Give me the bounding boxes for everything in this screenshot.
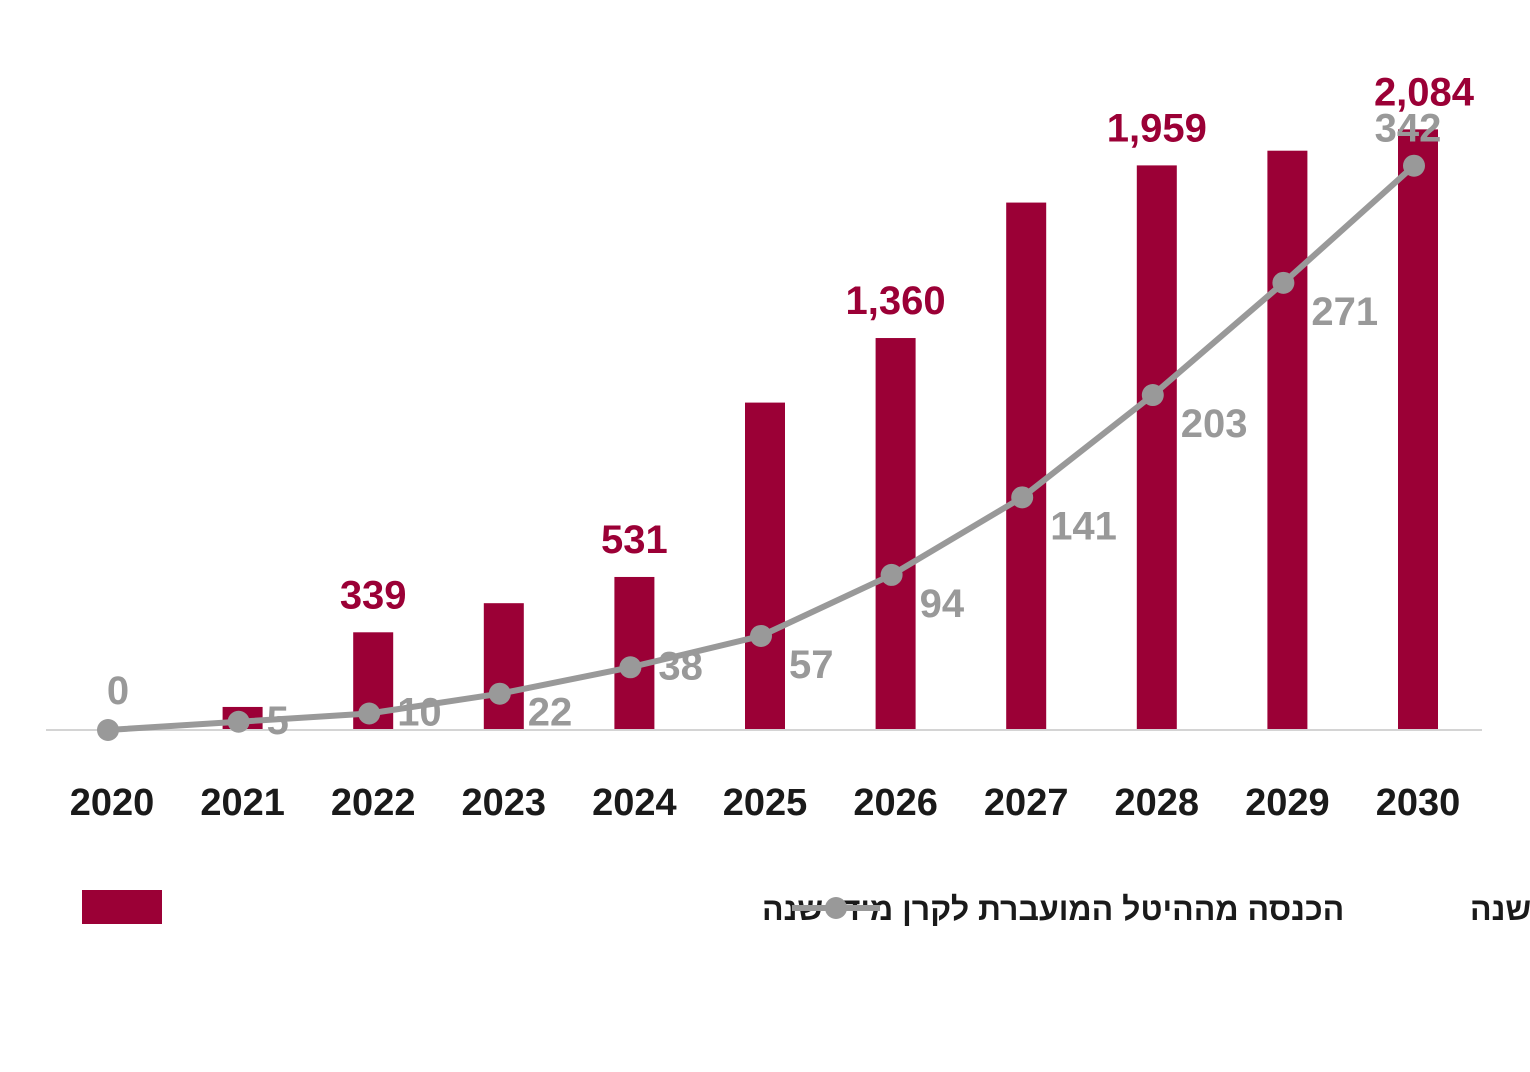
x-tick-labels: 2020 2021 2022 2023 2024 2025 2026 2027 2028 2029… (70, 782, 1461, 824)
bar-2023 (483, 603, 524, 730)
line-point-2020 (97, 719, 119, 741)
bar-2027 (1006, 202, 1047, 730)
x-tick-2020: 2020 (70, 782, 155, 824)
x-tick-2030: 2030 (1376, 782, 1461, 824)
bar-value-label-2026: 1,360 (846, 279, 946, 323)
bars-layer (222, 129, 1438, 731)
bar-2029 (1267, 150, 1308, 731)
line-value-label-2026: 94 (920, 582, 965, 626)
line-point-2027 (1011, 486, 1034, 509)
line-value-label-2027: 141 (1050, 504, 1117, 548)
line-point-2029 (1272, 271, 1295, 294)
legend-bar-swatch (82, 890, 162, 924)
line-value-label-2023: 22 (528, 691, 573, 735)
bar-2028 (1136, 165, 1177, 730)
legend-line-label: סכום המועבר לתקציב המדינה מידי שנה (1470, 891, 1530, 927)
bar-2026 (875, 338, 916, 730)
bar-value-label-2022: 339 (340, 573, 407, 617)
line-value-label-2030: 342 (1375, 107, 1442, 151)
line-point-2026 (880, 563, 903, 586)
x-tick-2028: 2028 (1115, 782, 1200, 824)
x-tick-2025: 2025 (723, 782, 808, 824)
x-tick-2023: 2023 (462, 782, 547, 824)
line-value-label-2020: 0 (107, 669, 129, 713)
x-tick-2024: 2024 (592, 782, 677, 824)
line-layer (97, 154, 1425, 741)
bar-value-label-2030: 2,084 (1374, 70, 1475, 114)
line-value-label-2025: 57 (789, 643, 834, 687)
line-point-2024 (619, 656, 642, 679)
line-value-label-2024: 38 (658, 644, 703, 688)
line-point-2030 (1403, 154, 1425, 177)
x-tick-2027: 2027 (984, 782, 1069, 824)
x-tick-2029: 2029 (1245, 782, 1330, 824)
line-point-2021 (227, 710, 250, 733)
labels-layer: 339 531 1,360 1,959 2,084 0 5 10 22 38 57 94 141 203 2… (107, 70, 1475, 742)
line-value-label-2028: 203 (1181, 402, 1248, 446)
legend-line-marker (825, 897, 847, 919)
line-point-2025 (750, 624, 772, 647)
line-value-label-2022: 10 (397, 691, 442, 735)
x-tick-2022: 2022 (331, 782, 416, 824)
line-point-2023 (488, 682, 511, 705)
bar-2024 (614, 576, 655, 730)
bar-value-label-2024: 531 (601, 518, 668, 562)
line-value-label-2029: 271 (1311, 290, 1378, 334)
line-point-2022 (358, 702, 381, 725)
bar-2030 (1398, 129, 1438, 730)
bar-2025 (745, 402, 785, 730)
x-tick-2026: 2026 (853, 782, 938, 824)
line-value-label-2021: 5 (267, 699, 289, 743)
legend: הכנסה מההיטל המועברת לקרן מידי שנה סכום … (82, 890, 1530, 927)
x-tick-2021: 2021 (200, 782, 285, 824)
bar-value-label-2028: 1,959 (1107, 106, 1207, 150)
line-point-2028 (1141, 384, 1164, 407)
